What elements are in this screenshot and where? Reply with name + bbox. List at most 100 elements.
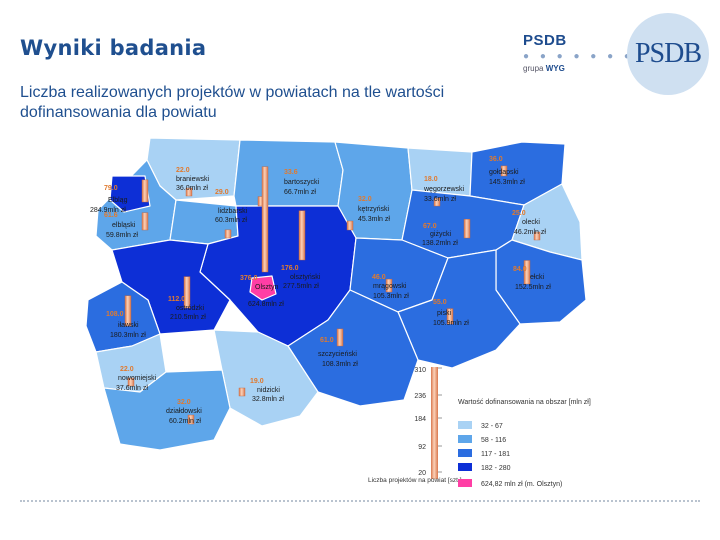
project-count-bar	[141, 212, 149, 231]
brand-group-name: WYG	[545, 64, 565, 73]
scale-tick: 236	[414, 393, 426, 400]
district-name: nidzicki	[257, 387, 280, 394]
district-value: 210.5mln zł	[170, 314, 206, 321]
district-name: piski	[437, 310, 451, 317]
count-label: 32.0	[177, 399, 191, 406]
district-name: bartoszycki	[284, 179, 319, 186]
legend-label: 624,82 mln zł (m. Olsztyn)	[481, 481, 562, 488]
count-label: 84.0	[513, 266, 527, 273]
district-value: 59.8mln zł	[106, 232, 138, 239]
district-name: mrągowski	[373, 283, 407, 290]
district-name: działdowski	[166, 408, 202, 415]
district-value: 152.5mln zł	[515, 284, 551, 291]
region-olsztyn	[249, 275, 277, 301]
scale-tick: 20	[418, 470, 426, 477]
scale-bar	[431, 367, 438, 479]
project-count-bar	[127, 377, 135, 387]
district-value: 60.3mln zł	[215, 217, 247, 224]
project-count-bar	[187, 414, 195, 425]
district-name: węgorzewski	[423, 186, 465, 193]
count-label: 22.0	[120, 366, 134, 373]
district-value: 46.2mln zł	[514, 229, 546, 236]
district-name: olsztyński	[290, 274, 321, 281]
page-subtitle: Liczba realizowanych projektów w powiata…	[20, 84, 445, 121]
project-count-bar	[500, 165, 508, 177]
project-count-bar	[346, 220, 354, 231]
brand-dots: ● ● ● ● ● ● ●	[523, 51, 634, 62]
district-value: 105.3mln zł	[373, 293, 409, 300]
count-label: 55.0	[433, 299, 447, 306]
project-count-bar	[224, 229, 232, 239]
district-value: 624.8mln zł	[248, 301, 284, 308]
scale-caption: Liczba projektów na powiat [szt.]	[368, 477, 462, 484]
district-name: szczycieński	[318, 351, 357, 358]
district-name: nowomiejski	[118, 375, 157, 382]
count-label: 18.0	[424, 176, 438, 183]
district-value: 33.6mln zł	[424, 196, 456, 203]
district-name: giżycki	[430, 231, 451, 238]
district-name: Elbląg	[108, 197, 128, 204]
project-count-bar	[533, 231, 541, 241]
count-scale: 310 236 184 92 20 Liczba projektów na po…	[368, 367, 462, 484]
psdb-logo-text: PSDB	[634, 38, 702, 69]
count-label: 29.0	[215, 189, 229, 196]
district-value: 180.3mln zł	[110, 332, 146, 339]
project-count-bar	[433, 197, 441, 207]
count-label: 176.0	[281, 265, 299, 272]
project-count-bar	[385, 278, 393, 293]
district-name: elbląski	[112, 222, 136, 229]
project-count-bar	[446, 308, 454, 325]
scale-tick: 92	[418, 444, 426, 451]
legend: Wartość dofinansowania na obszar [mln zł…	[458, 399, 591, 488]
region-elblag	[109, 175, 151, 213]
count-label: 61.0	[320, 337, 334, 344]
count-label: 36.0	[489, 156, 503, 163]
project-count-bar	[523, 260, 531, 285]
project-count-bars	[124, 165, 541, 425]
scale-tick: 184	[414, 416, 426, 423]
district-value: 37.6mln zł	[116, 385, 148, 392]
legend-label: 117 - 181	[481, 451, 510, 458]
district-name: braniewski	[176, 176, 210, 183]
project-count-bar	[238, 387, 246, 397]
project-count-bar	[261, 166, 269, 273]
district-value: 138.2mln zł	[422, 240, 458, 247]
project-count-bar	[336, 328, 344, 347]
project-count-bar	[183, 276, 191, 309]
legend-swatch	[458, 421, 472, 429]
district-value: 277.5mln zł	[283, 283, 319, 290]
district-name: Olsztyn	[255, 284, 278, 291]
legend-title: Wartość dofinansowania na obszar [mln zł…	[458, 399, 591, 406]
project-count-bar	[185, 187, 193, 197]
district-name: ostródzki	[176, 305, 204, 312]
district-value: 145.3mln zł	[489, 179, 525, 186]
project-count-bar	[298, 210, 306, 261]
count-label: 376.0	[240, 275, 258, 282]
district-name: ełcki	[530, 274, 544, 281]
project-count-bar	[141, 179, 149, 203]
district-value: 105.9mln zł	[433, 320, 469, 327]
district-value: 284.9mln zł	[90, 207, 126, 214]
district-name: kętrzyński	[358, 206, 390, 213]
region-piski	[397, 249, 521, 369]
district-value: 66.7mln zł	[284, 189, 316, 196]
count-label: 61.6	[104, 212, 118, 219]
footer-divider	[20, 500, 700, 502]
project-count-bar	[463, 219, 471, 239]
count-label: 46.0	[372, 274, 386, 281]
count-label: 108.0	[106, 311, 124, 318]
legend-swatch	[458, 463, 472, 471]
district-value: 60.2mln zł	[169, 418, 201, 425]
count-label: 25.0	[512, 210, 526, 217]
legend-swatch	[458, 479, 472, 487]
count-label: 79.0	[104, 185, 118, 192]
district-value: 32.8mln zł	[252, 396, 284, 403]
count-label: 33.6	[284, 169, 298, 176]
district-name: gołdapski	[489, 169, 519, 176]
brand-group-prefix: grupa	[523, 64, 544, 73]
legend-swatch	[458, 449, 472, 457]
psdb-logo: PSDB	[627, 13, 709, 95]
district-value: 36.0mln zł	[176, 185, 208, 192]
district-value: 45.3mln zł	[358, 216, 390, 223]
